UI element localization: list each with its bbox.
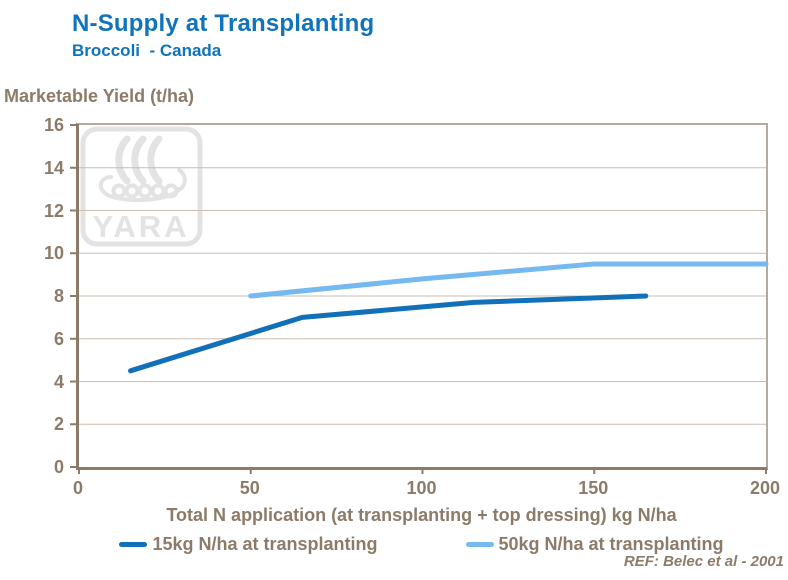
y-tick-label: 10: [43, 243, 64, 264]
legend-label-50kg: 50kg N/ha at transplanting: [498, 534, 724, 554]
y-tick-label: 12: [43, 200, 64, 221]
y-tick-label: 0: [53, 457, 64, 477]
chart-subtitle: Broccoli - Canada: [72, 41, 222, 60]
y-tick-label: 4: [53, 371, 64, 392]
legend-item-50kg: 50kg N/ha at transplanting: [465, 534, 724, 555]
x-axis-tick-labels: 0 50 100 150 200: [73, 478, 780, 500]
x-tick-label: 100: [406, 478, 437, 498]
x-tick-label: 200: [749, 478, 781, 498]
legend-line-15kg-icon: [119, 542, 148, 547]
x-axis-title: Total N application (at transplanting + …: [166, 505, 677, 525]
y-axis-tick-labels: 0 2 4 6 8 10 12 14 16: [0, 115, 64, 477]
x-tick-label: 0: [72, 478, 83, 498]
x-tick-label: 50: [239, 478, 260, 498]
x-tick-label: 150: [578, 478, 609, 498]
yara-watermark-text: YARA: [93, 209, 190, 244]
plot-area: YARA: [70, 123, 769, 474]
legend-line-50kg-icon: [465, 542, 494, 547]
legend: 15kg N/ha at transplanting 50kg N/ha at …: [78, 534, 765, 555]
y-tick-label: 8: [53, 286, 64, 306]
reference-text: REF: Belec et al - 2001: [623, 553, 784, 570]
y-tick-label: 14: [43, 157, 64, 178]
legend-label-15kg: 15kg N/ha at transplanting: [152, 534, 378, 554]
legend-item-15kg: 15kg N/ha at transplanting: [119, 534, 378, 555]
y-axis-title: Marketable Yield (t/ha): [4, 86, 195, 106]
y-tick-label: 16: [43, 115, 64, 135]
chart-title: N-Supply at Transplanting: [72, 10, 375, 37]
y-tick-label: 2: [53, 414, 64, 435]
y-tick-label: 6: [53, 328, 64, 349]
plot-canvas: [70, 124, 769, 474]
yara-logo-watermark: YARA: [80, 126, 203, 247]
